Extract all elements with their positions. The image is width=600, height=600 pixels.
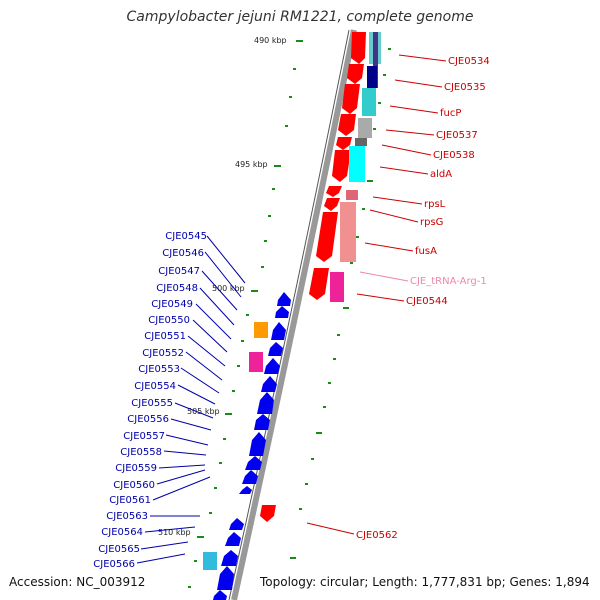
gene-CJE0547[interactable] (271, 322, 286, 340)
label-rpsL[interactable]: rpsL (424, 199, 446, 210)
left-gene-labels: CJE0545 CJE0546 CJE0547 CJE0548 CJE0549 … (93, 231, 207, 570)
reverse-function-bars (203, 322, 268, 570)
gene-CJE0555[interactable] (242, 470, 258, 484)
gene-aldA[interactable] (332, 150, 351, 182)
scale-label-500: 500 kbp (212, 284, 245, 293)
label-CJE0548[interactable]: CJE0548 (156, 283, 198, 294)
label-CJE0551[interactable]: CJE0551 (144, 331, 186, 342)
right-leader-lines (306, 54, 447, 535)
gene-CJE0537[interactable] (338, 114, 356, 136)
gene-CJE0562[interactable] (260, 505, 276, 522)
label-rpsG[interactable]: rpsG (420, 217, 443, 228)
label-CJE0566[interactable]: CJE0566 (93, 559, 135, 570)
label-CJE0538[interactable]: CJE0538 (433, 150, 475, 161)
map-title: Campylobacter jejuni RM1221, complete ge… (126, 9, 474, 25)
label-CJE0552[interactable]: CJE0552 (142, 348, 184, 359)
right-gene-labels: CJE0534 CJE0535 fucP CJE0537 CJE0538 ald… (356, 56, 490, 541)
gene-CJE0549[interactable] (264, 358, 280, 374)
label-CJE0556[interactable]: CJE0556 (127, 414, 169, 425)
label-CJE0560[interactable]: CJE0560 (113, 480, 155, 491)
label-CJE0535[interactable]: CJE0535 (444, 82, 486, 93)
gene-CJE0564[interactable] (225, 532, 241, 546)
gene-CJE0548[interactable] (268, 342, 283, 356)
gene-CJE0550[interactable] (261, 376, 277, 392)
label-CJE0564[interactable]: CJE0564 (101, 527, 143, 538)
label-CJE_tRNA-Arg-1[interactable]: CJE_tRNA-Arg-1 (410, 276, 487, 287)
label-CJE0537[interactable]: CJE0537 (436, 130, 478, 141)
label-CJE0558[interactable]: CJE0558 (120, 447, 162, 458)
label-CJE0562[interactable]: CJE0562 (356, 530, 398, 541)
label-CJE0545[interactable]: CJE0545 (165, 231, 207, 242)
scale-label-495: 495 kbp (235, 160, 268, 169)
label-CJE0563[interactable]: CJE0563 (106, 511, 148, 522)
label-CJE0547[interactable]: CJE0547 (158, 266, 200, 277)
gene-CJE0546[interactable] (275, 306, 289, 318)
label-CJE0561[interactable]: CJE0561 (109, 495, 151, 506)
gene-CJE0566[interactable] (217, 566, 234, 590)
label-CJE0546[interactable]: CJE0546 (162, 248, 204, 259)
reverse-genes (213, 292, 291, 600)
label-CJE0544[interactable]: CJE0544 (406, 296, 448, 307)
scale-labels: 490 kbp 495 kbp 500 kbp 505 kbp 510 kbp (158, 36, 287, 537)
gene-CJE0544[interactable] (309, 268, 329, 300)
genome-backbone-inner (228, 29, 350, 600)
gene-CJE0556[interactable] (239, 486, 252, 494)
gene-rpsL[interactable] (326, 186, 342, 197)
ruler-ticks (188, 40, 391, 588)
genome-backbone (231, 29, 357, 600)
label-aldA[interactable]: aldA (430, 169, 452, 180)
scale-label-510: 510 kbp (158, 528, 191, 537)
gene-CJE0534[interactable] (351, 32, 366, 64)
gene-CJE0538[interactable] (336, 137, 352, 150)
gene-fusA[interactable] (316, 212, 338, 262)
label-CJE0555[interactable]: CJE0555 (131, 398, 173, 409)
gene-CJE0554[interactable] (245, 456, 262, 470)
gene-fucP[interactable] (342, 84, 360, 114)
gene-CJE0563[interactable] (229, 518, 244, 530)
label-CJE0553[interactable]: CJE0553 (138, 364, 180, 375)
label-fucP[interactable]: fucP (440, 108, 461, 119)
gene-CJE0552[interactable] (254, 414, 270, 430)
label-CJE0565[interactable]: CJE0565 (98, 544, 140, 555)
gene-CJE0545[interactable] (277, 292, 291, 306)
scale-label-505: 505 kbp (187, 407, 220, 416)
accession-text: Accession: NC_003912 (9, 575, 146, 589)
label-CJE0554[interactable]: CJE0554 (134, 381, 176, 392)
label-CJE0557[interactable]: CJE0557 (123, 431, 165, 442)
gene-rpsG[interactable] (324, 198, 340, 211)
left-leader-lines (136, 235, 246, 564)
label-CJE0559[interactable]: CJE0559 (115, 463, 157, 474)
gene-CJE0566b[interactable] (213, 590, 227, 600)
gene-CJE0565[interactable] (221, 550, 238, 566)
gene-CJE0553[interactable] (249, 432, 266, 456)
forward-function-bars (330, 32, 381, 302)
label-CJE0534[interactable]: CJE0534 (448, 56, 490, 67)
trna-leader-line (359, 271, 409, 282)
topology-text: Topology: circular; Length: 1,777,831 bp… (260, 575, 590, 589)
gene-CJE0535[interactable] (347, 64, 364, 84)
scale-label-490: 490 kbp (254, 36, 287, 45)
gene-CJE0551[interactable] (257, 392, 274, 414)
label-CJE0549[interactable]: CJE0549 (151, 299, 193, 310)
label-CJE0550[interactable]: CJE0550 (148, 315, 190, 326)
label-fusA[interactable]: fusA (415, 246, 437, 257)
forward-genes (260, 32, 366, 522)
